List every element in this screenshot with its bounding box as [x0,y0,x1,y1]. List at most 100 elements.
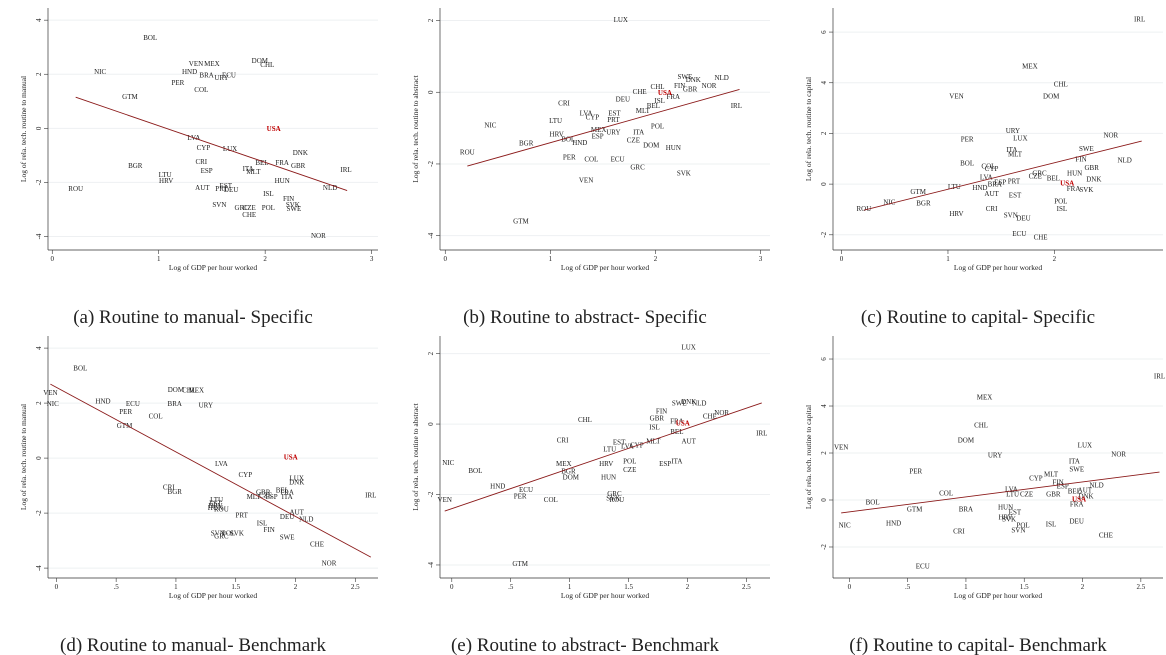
country-point: NLD [1089,482,1103,490]
x-tick-label: 1 [964,583,968,591]
x-tick-label: 0 [55,583,59,591]
country-point: MLT [646,438,661,446]
country-point: HND [886,520,901,528]
country-point: CRI [557,437,569,445]
caption: (e) Routine to abstract- Benchmark [451,635,720,655]
country-point: HND [95,398,110,406]
country-point: CZE [1029,173,1042,181]
y-tick-label: 4 [820,81,828,85]
x-tick-label: 2 [1081,583,1085,591]
country-point: GBR [256,489,271,497]
y-tick-label: -2 [35,179,43,185]
y-tick-label: 0 [820,498,828,502]
country-point: PER [171,79,184,87]
country-point: SVK [677,170,691,178]
country-point: NIC [883,199,895,207]
country-point: MEX [1022,63,1038,71]
x-tick-label: 0 [840,255,844,263]
y-tick-label: 2 [427,18,435,22]
country-point: HUN [208,504,223,512]
country-point: URY [1006,127,1020,135]
country-point: GRC [235,204,250,212]
country-point: PER [909,468,922,476]
y-tick-label: 6 [820,357,828,361]
country-point: BGR [916,200,931,208]
country-point: FRA [1067,185,1081,193]
country-point: FRA [670,418,684,426]
y-tick-label: -2 [35,510,43,516]
country-point: BGR [168,488,183,496]
country-point: CZE [623,466,636,474]
country-point: BOL [73,365,87,373]
panel: -4 -2 0 2 0 .5 1 1.5 2 2.5 Log of GDP per hour wor… [411,336,770,655]
country-point: CYP [985,165,999,173]
country-point: ITA [1069,458,1080,466]
y-tick-label: 2 [820,451,828,455]
country-point: SVK [230,530,244,538]
country-point: LUX [223,145,237,153]
country-point: COL [194,86,208,94]
country-point: BOL [561,136,575,144]
country-point: POL [262,204,275,212]
country-point: LTU [948,183,961,191]
country-point: LVA [580,110,593,118]
country-point: DNK [293,149,308,157]
country-point: HND [490,483,505,491]
country-point: FIN [656,408,667,416]
country-point: LTU [603,446,616,454]
panel: -4 -2 0 2 4 0 1 2 3 Log of GDP per hour worked Log… [19,8,378,328]
country-point: GTM [513,217,529,225]
country-point: ROU [214,506,229,514]
country-point: SVN [211,530,225,538]
country-point: EST [220,182,233,190]
y-tick-label: 0 [35,126,43,130]
country-point: USA [658,89,672,97]
x-axis-label: Log of GDP per hour worked [561,591,649,600]
country-point: MLT [636,107,651,115]
y-axis-label: Log of rela. tech. routine to manual [19,76,28,182]
country-point: CRI [195,158,207,166]
country-point: DEU [616,96,630,104]
country-point: URY [214,74,228,82]
country-point: HRV [998,514,1012,522]
caption: (c) Routine to capital- Specific [861,307,1095,328]
country-point: SWE [677,73,692,81]
country-point: SVN [212,201,226,209]
country-point: BRA [988,181,1002,189]
country-point: IRL [756,430,767,438]
country-point: GRC [630,164,645,172]
country-point: NIC [442,459,454,467]
x-tick-label: .5 [508,583,514,591]
x-tick-label: 2 [294,583,298,591]
country-point: GRC [214,533,229,541]
country-point: NLD [323,184,337,192]
country-point: HUN [601,474,616,482]
y-tick-label: 2 [35,401,43,405]
country-point: ECU [1012,230,1026,238]
country-point: DOM [563,474,580,482]
country-point: PRT [1008,178,1021,186]
country-point: LVA [1005,486,1018,494]
country-point: HRV [550,131,564,139]
country-point: ESP [994,179,1006,187]
country-point: AUT [984,190,999,198]
y-tick-label: 0 [35,456,43,460]
x-tick-label: 2 [263,255,267,263]
country-point: IRL [1134,16,1145,24]
country-point: BOL [866,499,880,507]
country-point: ITA [243,165,254,173]
country-point: CRI [558,100,570,108]
country-point: EST [608,110,621,118]
country-point: BEL [647,102,660,110]
country-point: ROU [460,148,475,156]
country-point: SWE [672,400,687,408]
country-point: MEX [556,460,572,468]
country-point: LTU [210,496,223,504]
country-point: URY [988,452,1002,460]
country-point: GBR [650,415,665,423]
x-tick-label: 0 [444,255,448,263]
country-point: NLD [714,74,728,82]
x-tick-label: 1 [174,583,178,591]
country-point: CYP [586,114,600,122]
